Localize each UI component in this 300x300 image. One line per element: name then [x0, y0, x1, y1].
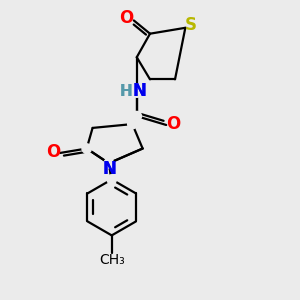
- Text: H: H: [119, 84, 132, 99]
- Text: N: N: [102, 160, 116, 178]
- Circle shape: [104, 158, 113, 168]
- Text: S: S: [184, 16, 196, 34]
- Text: O: O: [46, 143, 61, 161]
- Circle shape: [82, 144, 92, 153]
- Circle shape: [128, 119, 137, 129]
- Text: N: N: [132, 82, 146, 100]
- Text: O: O: [119, 9, 134, 27]
- Text: CH₃: CH₃: [99, 253, 124, 266]
- Text: N: N: [102, 160, 116, 178]
- Circle shape: [132, 88, 142, 97]
- Text: O: O: [167, 115, 181, 133]
- Text: H: H: [119, 84, 132, 99]
- Circle shape: [107, 175, 116, 184]
- Circle shape: [132, 111, 142, 121]
- Text: N: N: [132, 82, 146, 100]
